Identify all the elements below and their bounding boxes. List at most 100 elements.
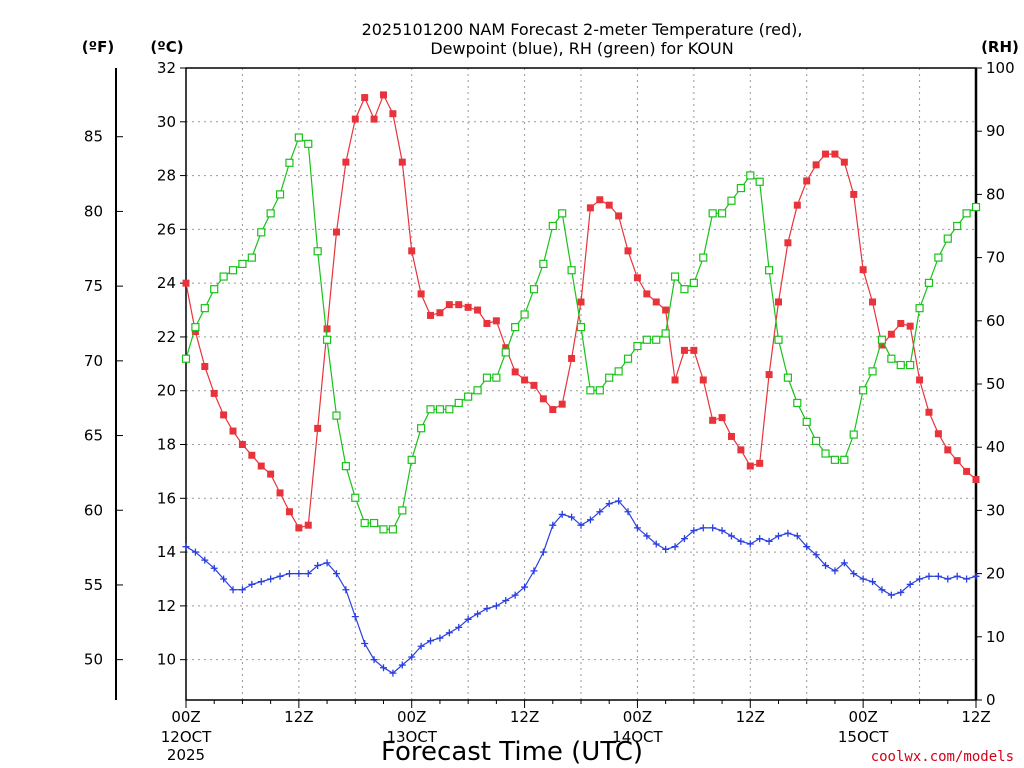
dewpoint-point xyxy=(953,572,961,580)
temperature-point xyxy=(784,239,792,247)
temperature-point xyxy=(380,91,387,99)
x-tick-label: 00Z xyxy=(171,708,200,726)
temperature-point xyxy=(906,322,914,330)
temperature-point xyxy=(963,467,971,475)
dewpoint-point xyxy=(934,572,942,580)
dewpoint-point xyxy=(859,575,867,583)
temperature-point xyxy=(699,376,707,384)
temperature-point xyxy=(680,346,688,354)
dewpoint-point xyxy=(615,497,623,505)
rh-point xyxy=(877,335,887,344)
dewpoint-point xyxy=(361,640,369,648)
dewpoint-point xyxy=(474,610,482,618)
rh-point xyxy=(275,190,285,199)
x-tick-date: 14OCT xyxy=(612,728,663,746)
rh-point xyxy=(595,386,604,395)
temperature-point xyxy=(840,158,848,166)
rh-tick-label: 30 xyxy=(986,501,1005,519)
dewpoint-point xyxy=(784,529,792,537)
temperature-point xyxy=(445,301,453,309)
x-tick-label: 12Z xyxy=(736,708,765,726)
rh-point xyxy=(633,341,642,351)
rh-tick-label: 10 xyxy=(986,628,1005,646)
rh-point xyxy=(727,196,736,205)
rh-point xyxy=(793,398,802,408)
dewpoint-point xyxy=(455,623,463,631)
dewpoint-point xyxy=(539,548,547,556)
dewpoint-point xyxy=(436,634,444,642)
fahrenheit-tick-label: 55 xyxy=(84,576,103,594)
rh-point xyxy=(435,405,445,414)
temperature-point xyxy=(502,344,510,352)
temperature-point xyxy=(427,311,435,319)
rh-point xyxy=(840,455,849,464)
x-tick-label: 12Z xyxy=(961,708,990,726)
rh-point xyxy=(586,386,595,395)
rh-point xyxy=(906,360,915,370)
dewpoint-point xyxy=(746,540,754,548)
dewpoint-point xyxy=(511,591,519,599)
fahrenheit-tick-label: 85 xyxy=(84,128,103,146)
temperature-point xyxy=(887,330,895,338)
temperature-point xyxy=(596,196,604,204)
temperature-point xyxy=(671,376,679,384)
rh-point xyxy=(529,285,539,294)
celsius-tick-label: 26 xyxy=(157,220,176,238)
x-tick-label: 00Z xyxy=(397,708,426,726)
rh-point xyxy=(971,202,981,212)
dewpoint-point xyxy=(916,575,924,583)
rh-point xyxy=(567,266,576,275)
temperature-point xyxy=(295,524,303,532)
dewpoint-point xyxy=(727,532,735,540)
dewpoint-point xyxy=(389,669,397,677)
celsius-tick-label: 14 xyxy=(157,543,176,561)
temperature-point xyxy=(916,376,924,384)
dewpoint-point xyxy=(314,562,322,570)
temperature-point xyxy=(709,416,717,424)
dewpoint-point xyxy=(643,532,651,540)
rh-point xyxy=(341,462,350,471)
rh-point xyxy=(219,272,228,281)
dewpoint-point xyxy=(351,613,359,621)
celsius-tick-label: 12 xyxy=(157,597,176,615)
rh-point xyxy=(764,266,774,275)
rh-tick-label: 70 xyxy=(986,249,1005,267)
temperature-point xyxy=(972,475,980,483)
temperature-point xyxy=(304,521,312,529)
temperature-point xyxy=(492,317,500,325)
temperature-point xyxy=(775,298,782,306)
fahrenheit-tick-label: 50 xyxy=(84,651,103,669)
chart-title-line2: Dewpoint (blue), RH (green) for KOUN xyxy=(430,39,733,58)
rh-tick-label: 60 xyxy=(986,312,1005,330)
dewpoint-point xyxy=(793,532,801,540)
rh-point xyxy=(473,386,482,395)
rh-point xyxy=(501,348,510,357)
dewpoint-point xyxy=(624,508,632,516)
temperature-series xyxy=(182,91,980,532)
dewpoint-point xyxy=(276,572,284,580)
rh-point xyxy=(953,221,962,231)
temperature-point xyxy=(737,446,745,454)
dewpoint-point xyxy=(737,537,745,545)
rh-point xyxy=(802,417,811,427)
rh-point xyxy=(605,373,614,382)
temperature-point xyxy=(191,328,199,336)
temperature-point xyxy=(718,414,726,422)
rh-point xyxy=(812,436,821,445)
chart-title-line1: 2025101200 NAM Forecast 2-meter Temperat… xyxy=(362,20,803,39)
celsius-tick-label: 22 xyxy=(157,328,176,346)
temperature-point xyxy=(615,212,623,220)
rh-point xyxy=(379,525,388,534)
temperature-point xyxy=(464,303,472,311)
rh-point xyxy=(191,323,200,332)
dewpoint-point xyxy=(944,575,952,583)
temperature-point xyxy=(925,408,933,416)
dewpoint-series xyxy=(182,497,980,677)
dewpoint-point xyxy=(699,524,707,532)
dewpoint-point xyxy=(182,543,190,551)
rh-tick-label: 80 xyxy=(986,185,1005,203)
temperature-point xyxy=(878,341,886,349)
rh-tick-label: 100 xyxy=(986,59,1015,77)
rh-point xyxy=(200,304,209,313)
temperature-point xyxy=(643,290,651,298)
